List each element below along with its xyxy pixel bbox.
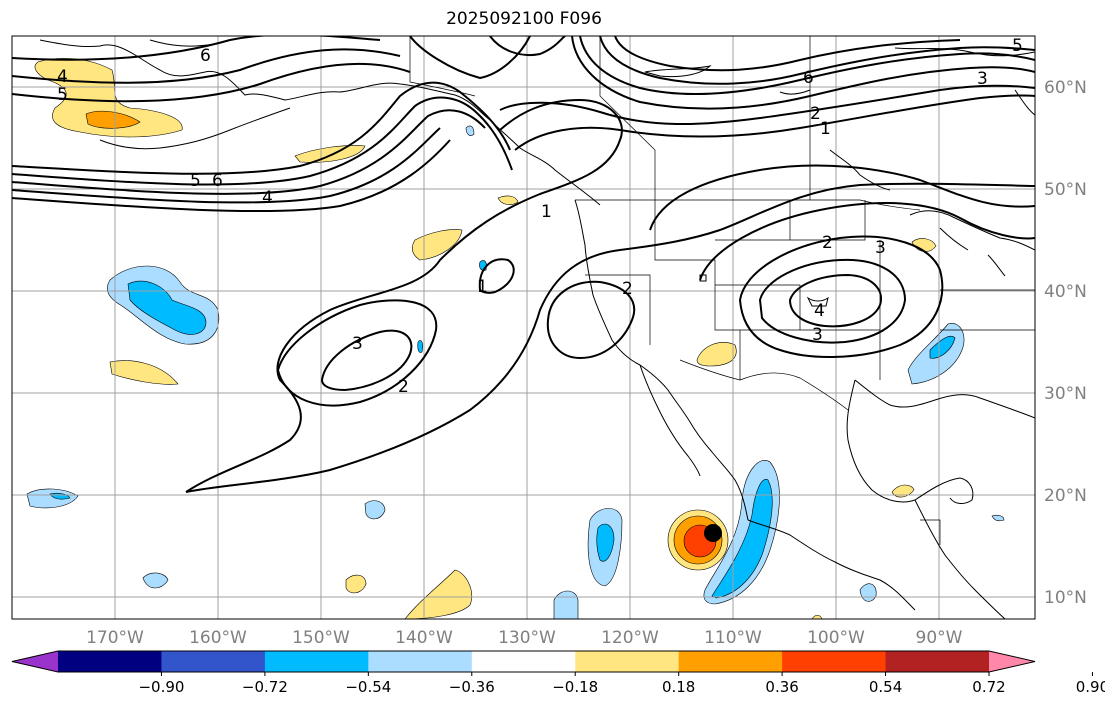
lon-tick-label: 130°W: [498, 628, 556, 648]
colorbar-segment: [782, 651, 887, 672]
colorbar-tick-label: −0.72: [242, 678, 288, 696]
contour-label: 3: [812, 325, 823, 345]
lon-tick-label: 100°W: [807, 628, 865, 648]
colorbar-segment: [471, 651, 576, 672]
lon-tick-label: 170°W: [86, 628, 144, 648]
map-title: 2025092100 F096: [446, 9, 602, 29]
lat-tick-label: 10°N: [1044, 588, 1087, 608]
colorbar-tick-label: 0.72: [972, 678, 1005, 696]
colorbar-segment: [58, 651, 162, 672]
colorbar-tick-label: −0.36: [449, 678, 495, 696]
lon-tick-label: 140°W: [395, 628, 453, 648]
coastlines: [39, 39, 1035, 619]
graticule: [12, 36, 1035, 619]
contour-label: 4: [814, 301, 825, 321]
contour-label: 2: [810, 104, 821, 124]
latitude-labels: 60°N 50°N 40°N 30°N 20°N 10°N: [1044, 78, 1087, 608]
colorbar-segment: [161, 651, 266, 672]
colorbar-tick-label: −0.90: [138, 678, 184, 696]
colorbar-tick-label: −0.54: [345, 678, 391, 696]
contour-label: 3: [977, 69, 988, 89]
contour-label: 4: [262, 188, 273, 208]
lon-tick-label: 120°W: [601, 628, 659, 648]
colorbar-segment: [885, 651, 990, 672]
map-frame: [11, 35, 1036, 620]
colorbar-segment: [678, 651, 783, 672]
contour-label: 6: [200, 46, 211, 66]
colorbar-tick-label: 0.18: [662, 678, 695, 696]
colorbar-segment: [368, 651, 473, 672]
colorbar-tick-label: −0.18: [552, 678, 598, 696]
lon-tick-label: 90°W: [916, 628, 963, 648]
longitude-labels: 170°W 160°W 150°W 140°W 130°W 120°W 110°…: [86, 628, 963, 648]
lat-tick-label: 50°N: [1044, 180, 1087, 200]
colorbar-extend-high: [989, 651, 1035, 672]
lon-tick-label: 160°W: [189, 628, 247, 648]
colorbar-outline: [11, 650, 1036, 673]
lon-tick-label: 150°W: [292, 628, 350, 648]
contour-label: 1: [477, 277, 488, 297]
colorbar-tick-label: 0.36: [765, 678, 798, 696]
colorbar-segment: [264, 651, 369, 672]
contour-label-group: 6 4 5 5 6 4 1 1 3 2 2 3 4 3 2 6 2 1 3 5: [57, 36, 1023, 397]
colorbar: −0.90 −0.72 −0.54 −0.36 −0.18 0.18 0.36 0.54 0.7…: [11, 650, 1105, 696]
lat-tick-label: 20°N: [1044, 486, 1087, 506]
contour-label: 5: [57, 85, 68, 105]
colorbar-tick-label: 0.54: [869, 678, 902, 696]
contour-label: 5: [1012, 36, 1023, 56]
contour-label: 1: [541, 202, 552, 222]
contour-label: 3: [875, 238, 886, 258]
colorbar-tick-label: 0.90: [1076, 678, 1105, 696]
contour-label: 3: [352, 334, 363, 354]
lat-tick-label: 60°N: [1044, 78, 1087, 98]
lon-tick-label: 110°W: [704, 628, 762, 648]
contour-label: 2: [822, 233, 833, 253]
contour-label: 6: [803, 68, 814, 88]
colorbar-segment: [575, 651, 680, 672]
contour-label: 6: [212, 171, 223, 191]
contour-label: 1: [820, 119, 831, 139]
storm-center-marker: [704, 524, 722, 542]
negative-anomaly-fill: [26, 125, 1005, 619]
political-borders: [409, 36, 1035, 545]
colorbar-extend-low: [12, 651, 58, 672]
contour-label: 2: [622, 279, 633, 299]
contour-label: 5: [190, 171, 201, 191]
contour-label: 4: [57, 67, 68, 87]
lat-tick-label: 30°N: [1044, 384, 1087, 404]
contour-label: 2: [398, 377, 409, 397]
lat-tick-label: 40°N: [1044, 282, 1087, 302]
